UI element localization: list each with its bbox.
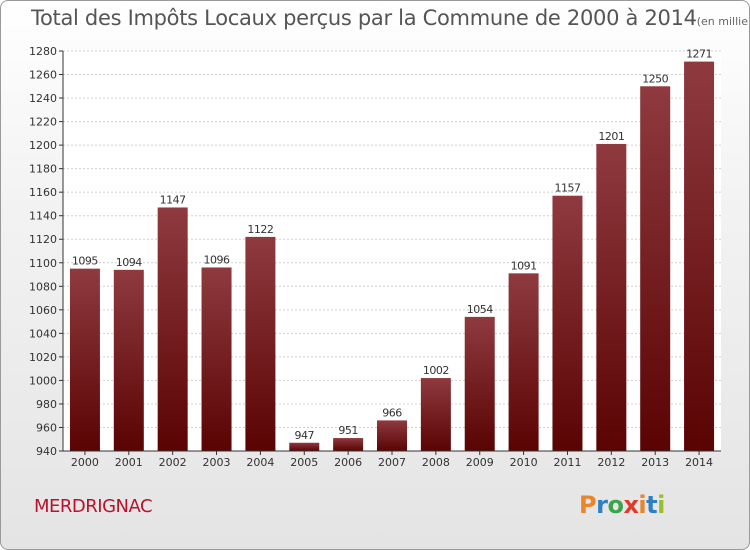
x-tick-label-2001: 2001 bbox=[115, 456, 143, 469]
proxiti-logo: Proxiti bbox=[579, 491, 665, 519]
y-tick-label: 1220 bbox=[29, 116, 57, 129]
y-tick-label: 1120 bbox=[29, 233, 57, 246]
y-tick-label: 1280 bbox=[29, 45, 57, 58]
bar-2001 bbox=[113, 269, 144, 451]
bar-2013 bbox=[640, 86, 671, 451]
y-tick-label: 1260 bbox=[29, 69, 57, 82]
title-unit: (en milliers d'€) bbox=[696, 15, 749, 28]
data-label-2003: 1096 bbox=[204, 253, 230, 266]
y-tick-label: 1200 bbox=[29, 139, 57, 152]
data-label-2011: 1157 bbox=[554, 182, 580, 195]
data-label-2009: 1054 bbox=[467, 303, 493, 316]
x-tick-label-2000: 2000 bbox=[71, 456, 99, 469]
y-tick-label: 960 bbox=[36, 421, 57, 434]
logo-letter: x bbox=[623, 491, 639, 519]
bar-2005 bbox=[289, 442, 320, 451]
y-tick-label: 1020 bbox=[29, 351, 57, 364]
data-label-2000: 1095 bbox=[72, 255, 98, 268]
data-label-2006: 951 bbox=[338, 424, 358, 437]
y-tick-label: 980 bbox=[36, 398, 57, 411]
logo-letter: i bbox=[657, 491, 665, 519]
y-tick-label: 1240 bbox=[29, 92, 57, 105]
data-label-2008: 1002 bbox=[423, 364, 449, 377]
bar-2010 bbox=[508, 273, 539, 451]
x-tick-label-2006: 2006 bbox=[334, 456, 362, 469]
x-tick-label-2010: 2010 bbox=[510, 456, 538, 469]
data-label-2012: 1201 bbox=[598, 130, 624, 143]
x-tick-label-2013: 2013 bbox=[641, 456, 669, 469]
bar-2002 bbox=[157, 207, 188, 451]
x-tick-label-2011: 2011 bbox=[553, 456, 581, 469]
y-tick-label: 1040 bbox=[29, 327, 57, 340]
data-label-2007: 966 bbox=[382, 406, 402, 419]
y-tick-label: 1000 bbox=[29, 374, 57, 387]
bar-2012 bbox=[596, 143, 627, 452]
y-tick-label: 1140 bbox=[29, 210, 57, 223]
bar-2006 bbox=[333, 438, 364, 451]
bar-2011 bbox=[552, 195, 583, 451]
commune-name: MERDRIGNAC bbox=[34, 496, 153, 517]
x-tick-label-2002: 2002 bbox=[159, 456, 187, 469]
x-tick-label-2014: 2014 bbox=[685, 456, 713, 469]
chart-title: Total des Impôts Locaux perçus par la Co… bbox=[31, 6, 749, 30]
x-tick-label-2012: 2012 bbox=[597, 456, 625, 469]
bar-2009 bbox=[464, 316, 495, 451]
x-tick-label-2009: 2009 bbox=[466, 456, 494, 469]
data-label-2014: 1271 bbox=[686, 48, 712, 61]
data-label-2005: 947 bbox=[295, 429, 315, 442]
bar-2008 bbox=[420, 378, 451, 451]
x-tick-label-2008: 2008 bbox=[422, 456, 450, 469]
logo-letter: r bbox=[596, 491, 608, 519]
logo-letter: P bbox=[579, 491, 597, 519]
logo-letter: o bbox=[607, 491, 624, 519]
y-tick-label: 1100 bbox=[29, 257, 57, 270]
bar-2003 bbox=[201, 267, 232, 451]
logo-letter: t bbox=[646, 491, 658, 519]
y-tick-label: 1060 bbox=[29, 304, 57, 317]
y-tick-label: 1080 bbox=[29, 280, 57, 293]
y-tick-label: 1180 bbox=[29, 163, 57, 176]
bar-2007 bbox=[377, 420, 407, 451]
data-label-2001: 1094 bbox=[116, 256, 142, 269]
data-label-2013: 1250 bbox=[642, 72, 668, 85]
y-tick-label: 940 bbox=[36, 445, 57, 458]
bar-2014 bbox=[684, 61, 715, 452]
data-label-2002: 1147 bbox=[160, 193, 186, 206]
x-tick-label-2003: 2003 bbox=[203, 456, 231, 469]
y-tick-label: 1160 bbox=[29, 186, 57, 199]
title-text: Total des Impôts Locaux perçus par la Co… bbox=[31, 6, 697, 30]
x-tick-label-2005: 2005 bbox=[290, 456, 318, 469]
x-tick-label-2007: 2007 bbox=[378, 456, 406, 469]
data-label-2004: 1122 bbox=[247, 223, 273, 236]
logo-letter: i bbox=[638, 491, 647, 519]
x-tick-label-2004: 2004 bbox=[246, 456, 274, 469]
bar-2004 bbox=[245, 236, 276, 451]
data-label-2010: 1091 bbox=[511, 259, 537, 272]
bar-2000 bbox=[69, 268, 100, 451]
